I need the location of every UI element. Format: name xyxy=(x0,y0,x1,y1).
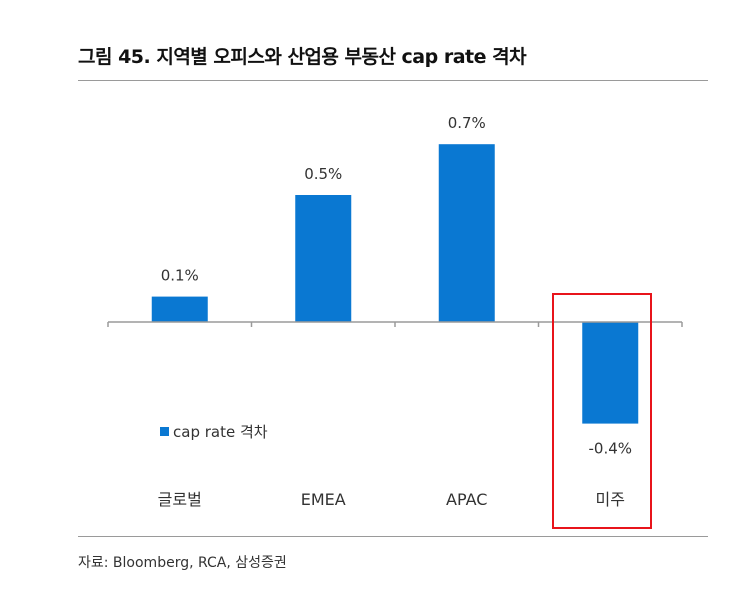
highlight-box xyxy=(552,293,652,529)
legend: cap rate 격차 xyxy=(160,423,268,441)
chart-title: 그림 45. 지역별 오피스와 산업용 부동산 cap rate 격차 xyxy=(78,46,527,68)
bar-1 xyxy=(151,296,208,322)
data-label-2: 0.5% xyxy=(304,165,342,183)
data-label-3: 0.7% xyxy=(448,114,486,132)
legend-swatch xyxy=(160,427,169,436)
data-label-1: 0.1% xyxy=(161,267,199,285)
title-divider xyxy=(78,80,708,81)
bar-4 xyxy=(582,322,639,424)
bar-2 xyxy=(295,195,352,322)
data-label-4: -0.4% xyxy=(588,440,632,458)
category-label-3: APAC xyxy=(446,490,487,509)
category-label-2: EMEA xyxy=(301,490,346,509)
source-divider xyxy=(78,536,708,537)
category-label-4: 미주 xyxy=(596,490,625,509)
bar-3 xyxy=(438,144,495,322)
category-label-1: 글로벌 xyxy=(158,490,202,509)
legend-label: cap rate 격차 xyxy=(173,423,268,441)
source-note: 자료: Bloomberg, RCA, 삼성증권 xyxy=(78,555,287,571)
